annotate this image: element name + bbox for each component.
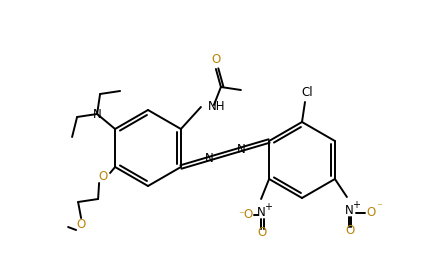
Text: O: O <box>345 224 354 237</box>
Text: Cl: Cl <box>301 86 313 100</box>
Text: N: N <box>257 206 265 220</box>
Text: O: O <box>98 171 108 184</box>
Text: N: N <box>93 107 101 120</box>
Text: +: + <box>264 202 272 212</box>
Text: O: O <box>211 54 221 66</box>
Text: ⁻: ⁻ <box>238 210 244 220</box>
Text: ⁻: ⁻ <box>376 202 382 212</box>
Text: O: O <box>243 209 253 221</box>
Text: N: N <box>205 152 214 165</box>
Text: N: N <box>237 143 245 156</box>
Text: O: O <box>258 227 267 240</box>
Text: NH: NH <box>208 100 225 113</box>
Text: O: O <box>366 206 375 220</box>
Text: O: O <box>77 218 86 230</box>
Text: +: + <box>352 200 360 210</box>
Text: N: N <box>344 205 353 218</box>
